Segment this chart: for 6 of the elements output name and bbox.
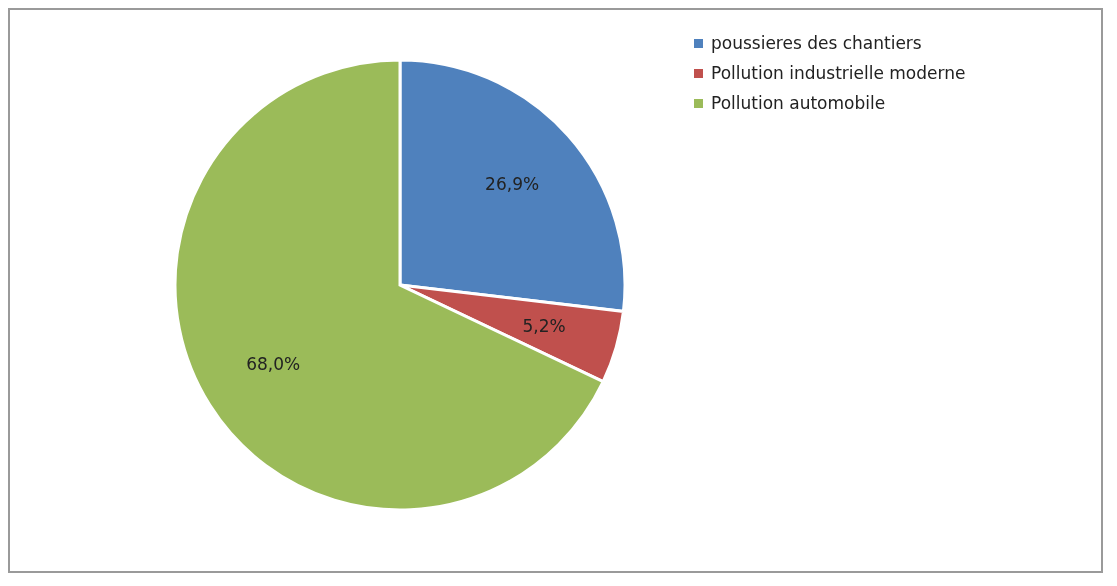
legend-label: Pollution industrielle moderne — [711, 62, 966, 83]
data-label: 68,0% — [246, 354, 301, 375]
data-label: 26,9% — [485, 174, 540, 195]
legend-label: Pollution automobile — [711, 92, 886, 113]
legend-label: poussieres des chantiers — [711, 32, 922, 53]
data-label: 5,2% — [522, 315, 566, 336]
